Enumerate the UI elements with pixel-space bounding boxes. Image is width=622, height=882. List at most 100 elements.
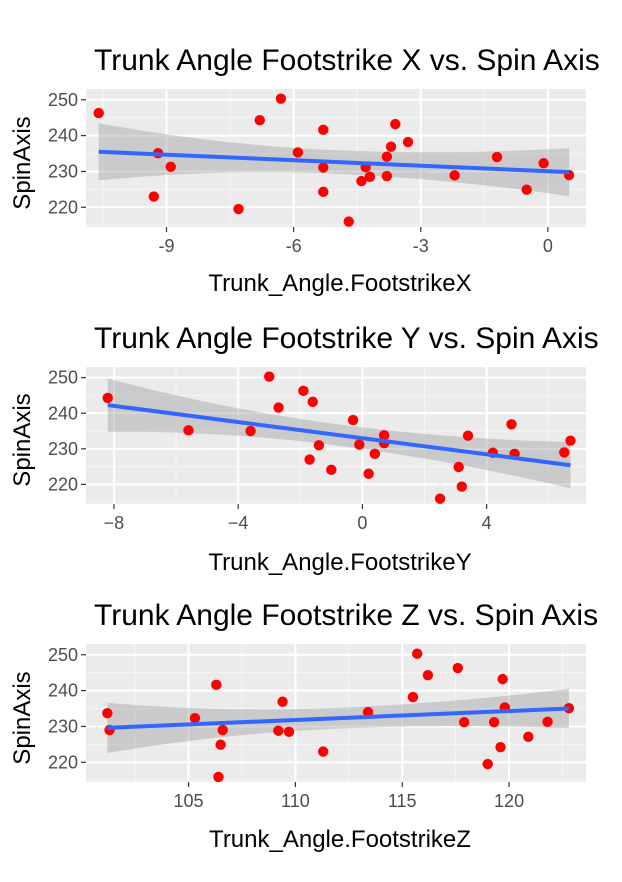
data-point (364, 171, 376, 183)
data-point (93, 107, 104, 119)
data-point (456, 481, 467, 492)
y-tick-label: 220 (48, 752, 78, 772)
x-tick-label: −8 (104, 513, 125, 533)
data-point (559, 447, 570, 458)
y-tick-label: 240 (48, 681, 78, 701)
data-point (245, 425, 256, 437)
data-point (422, 669, 434, 681)
data-point (275, 93, 287, 104)
data-point (390, 118, 401, 130)
x-tick-label: -3 (413, 236, 429, 256)
data-point (362, 706, 374, 718)
data-point (264, 371, 275, 382)
data-point (307, 396, 318, 408)
x-axis-label: Trunk_Angle.FootstrikeZ (209, 826, 471, 853)
y-axis-label: SpinAxis (9, 393, 36, 486)
data-point (563, 702, 575, 714)
data-point (213, 771, 224, 782)
data-point (363, 468, 374, 479)
x-tick-label: -6 (286, 236, 302, 256)
data-point (189, 712, 201, 724)
x-tick-label: 120 (494, 791, 524, 811)
data-point (523, 731, 534, 743)
data-point (434, 493, 446, 504)
y-axis-label: SpinAxis (9, 116, 36, 209)
data-point (313, 440, 325, 451)
data-point (326, 464, 337, 476)
data-point (318, 124, 329, 136)
x-tick-label: 0 (543, 236, 553, 256)
y-tick-label: 240 (48, 126, 78, 146)
data-point (148, 191, 159, 202)
y-tick-label: 250 (48, 368, 78, 388)
x-axis-label: Trunk_Angle.FootstrikeY (208, 549, 471, 576)
data-point (183, 425, 194, 436)
data-point (318, 162, 329, 173)
data-point (538, 157, 549, 169)
x-axis-label: Trunk_Angle.FootstrikeX (208, 270, 471, 297)
data-point (378, 430, 390, 441)
y-tick-label: 250 (48, 645, 78, 665)
regression-line (98, 149, 570, 175)
x-tick-label: 105 (174, 791, 204, 811)
data-point (381, 170, 393, 182)
data-point (254, 114, 265, 126)
data-point (452, 662, 463, 674)
data-point (102, 707, 113, 719)
data-point (292, 147, 304, 158)
data-point (283, 726, 295, 738)
data-point (407, 691, 419, 703)
y-tick-label: 230 (48, 161, 78, 181)
data-point (449, 170, 460, 181)
data-point (317, 746, 329, 757)
x-tick-label: -9 (159, 236, 175, 256)
data-point (318, 186, 329, 198)
data-point (495, 742, 506, 753)
y-tick-label: 230 (48, 439, 78, 459)
y-tick-label: 230 (48, 716, 78, 736)
chart-title: Trunk Angle Footstrike Z vs. Spin Axis (94, 599, 598, 632)
regression-line (107, 706, 569, 730)
data-point (381, 151, 393, 162)
data-point (565, 435, 576, 446)
y-tick-label: 220 (48, 474, 78, 494)
data-point (506, 419, 517, 430)
regression-line (107, 403, 571, 468)
data-point (215, 739, 226, 750)
data-point (411, 648, 423, 659)
y-tick-label: 240 (48, 403, 78, 423)
data-point (369, 448, 381, 460)
plot-background (86, 89, 586, 227)
data-point (453, 461, 464, 473)
data-point (491, 151, 503, 163)
data-point (521, 184, 532, 195)
data-point (277, 696, 288, 707)
y-tick-label: 220 (48, 197, 78, 217)
data-point (459, 716, 470, 728)
data-point (273, 402, 284, 413)
x-tick-label: 110 (281, 791, 310, 811)
chart-panel-footstrike-y: Trunk Angle Footstrike Y vs. Spin Axis S… (9, 322, 599, 576)
y-tick-label: 250 (48, 90, 78, 110)
chart-title: Trunk Angle Footstrike X vs. Spin Axis (94, 44, 600, 77)
chart-title: Trunk Angle Footstrike Y vs. Spin Axis (94, 322, 599, 355)
data-point (542, 716, 553, 727)
data-point (233, 203, 244, 215)
data-point (385, 141, 397, 152)
x-tick-label: 115 (388, 791, 417, 811)
data-point (273, 725, 284, 736)
chart-panel-footstrike-z: Trunk Angle Footstrike Z vs. Spin Axis S… (9, 599, 598, 853)
x-tick-label: 4 (482, 513, 492, 533)
data-point (298, 385, 309, 397)
data-point (354, 439, 365, 450)
data-point (211, 679, 222, 691)
data-point (347, 414, 359, 426)
data-point (497, 673, 508, 685)
data-point (304, 454, 315, 465)
data-point (102, 392, 113, 404)
data-point (356, 175, 367, 187)
data-point (482, 758, 493, 770)
y-axis-label: SpinAxis (9, 671, 36, 764)
data-point (165, 161, 176, 172)
